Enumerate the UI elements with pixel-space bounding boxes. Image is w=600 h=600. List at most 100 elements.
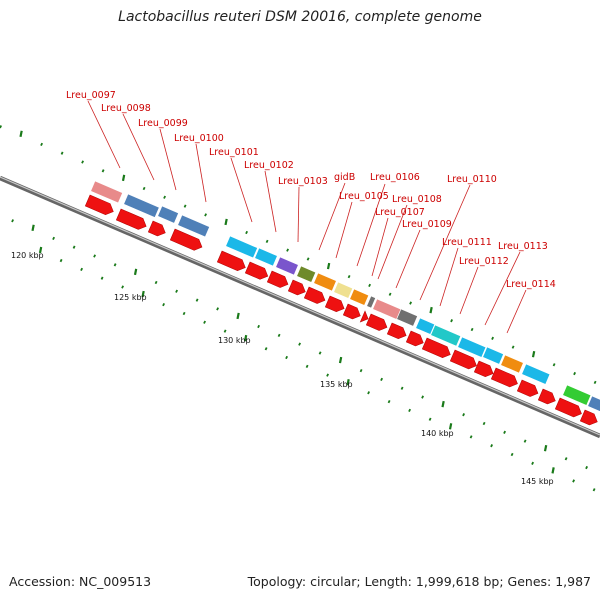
gene-box-16: [457, 336, 487, 358]
leader-line-16: [484, 251, 521, 326]
tick-mark-42: [257, 324, 261, 329]
kbp-label-135: 135 kbp: [320, 380, 353, 389]
tick-mark-37: [154, 280, 158, 285]
tick-mark-54: [503, 430, 507, 434]
gene-box-7: [296, 265, 317, 283]
cds-arrow-22: [579, 409, 598, 426]
tick-mark-51: [441, 400, 445, 408]
tick-mark-55: [523, 439, 527, 443]
kbp-label-140: 140 kbp: [421, 429, 454, 438]
gene-label-lreu0099: Lreu_0099: [138, 118, 188, 129]
tick-mark-33: [72, 245, 76, 249]
gene-label-lreu0103: Lreu_0103: [278, 176, 328, 187]
label-leader-lines: [87, 100, 527, 334]
cds-arrow-9: [324, 295, 345, 313]
gene-box-3: [177, 214, 210, 238]
gene-label-lreu0097: Lreu_0097: [66, 90, 116, 101]
gene-box-10: [349, 288, 370, 306]
gene-box-13: [396, 308, 418, 327]
cds-arrow-11: [359, 310, 369, 323]
leader-line-0: [87, 100, 121, 169]
leader-line-8: [335, 201, 353, 259]
gene-features: [90, 180, 600, 413]
cds-arrows: [84, 194, 598, 426]
gene-box-1: [123, 193, 160, 218]
gene-label-lreu0107: Lreu_0107: [375, 207, 425, 218]
tick-mark-80: [469, 435, 473, 439]
tick-mark-0: [0, 125, 3, 129]
tick-mark-36: [133, 268, 138, 276]
tick-mark-14: [286, 248, 290, 252]
tick-mark-86: [592, 488, 596, 492]
tick-mark-8: [163, 195, 167, 199]
tick-mark-73: [326, 373, 330, 377]
cds-arrow-19: [516, 379, 539, 397]
tick-mark-62: [100, 276, 104, 280]
leader-line-5: [264, 170, 277, 233]
scale-ticks: [0, 125, 597, 492]
tick-mark-48: [380, 377, 384, 382]
gene-label-lreu0102: Lreu_0102: [244, 160, 294, 171]
gene-label-lreu0101: Lreu_0101: [209, 147, 259, 158]
tick-mark-75: [367, 391, 371, 395]
tick-mark-47: [359, 368, 363, 373]
gene-box-0: [90, 180, 123, 204]
kbp-label-145: 145 kbp: [521, 477, 554, 486]
tick-mark-58: [585, 465, 589, 470]
tick-mark-60: [59, 258, 63, 263]
gene-label-lreu0109: Lreu_0109: [402, 219, 452, 230]
tick-mark-23: [470, 327, 474, 332]
tick-mark-12: [245, 230, 249, 235]
tick-mark-69: [243, 334, 248, 342]
tick-mark-65: [162, 303, 166, 307]
tick-mark-71: [285, 355, 289, 360]
tick-mark-83: [531, 461, 535, 465]
tick-mark-76: [387, 399, 391, 404]
kbp-label-125: 125 kbp: [114, 293, 147, 302]
tick-mark-27: [552, 363, 556, 367]
gene-box-11: [366, 295, 376, 309]
leader-line-11: [377, 204, 408, 280]
tick-mark-52: [462, 413, 466, 417]
tick-mark-35: [113, 263, 117, 267]
tick-mark-85: [572, 479, 576, 483]
backbone: [0, 175, 600, 439]
gene-box-8: [313, 272, 337, 292]
tick-mark-74: [346, 379, 350, 386]
tick-mark-43: [277, 333, 281, 337]
tick-mark-21: [429, 306, 433, 314]
tick-mark-2: [40, 142, 44, 147]
tick-mark-78: [428, 417, 432, 421]
gene-box-5: [254, 247, 278, 267]
gene-box-18: [500, 354, 524, 374]
cds-arrow-3: [169, 228, 203, 251]
leader-line-14: [439, 247, 459, 307]
leader-line-1: [122, 113, 155, 181]
tick-mark-41: [236, 312, 240, 320]
gene-label-lreu0105: Lreu_0105: [339, 191, 389, 202]
tick-mark-67: [203, 320, 207, 324]
tick-mark-11: [224, 218, 228, 226]
cds-arrow-13: [386, 322, 407, 340]
tick-mark-5: [101, 169, 105, 173]
cds-arrow-2: [147, 220, 166, 237]
tick-mark-19: [388, 292, 392, 296]
gene-box-20: [562, 384, 592, 406]
tick-mark-13: [265, 239, 269, 243]
tick-mark-50: [421, 395, 425, 399]
tick-mark-31: [31, 224, 35, 232]
gene-label-lreu0100: Lreu_0100: [174, 133, 224, 144]
tick-mark-20: [409, 301, 413, 305]
gene-box-17: [482, 346, 504, 365]
tick-mark-38: [175, 289, 179, 293]
gene-label-lreu0106: Lreu_0106: [370, 172, 420, 183]
tick-mark-56: [543, 444, 548, 452]
kbp-label-130: 130 kbp: [218, 336, 251, 345]
tick-mark-39: [195, 298, 199, 302]
gene-box-14: [415, 317, 436, 335]
gene-label-lreu0113: Lreu_0113: [498, 241, 548, 252]
gene-label-lreu0108: Lreu_0108: [392, 194, 442, 205]
accession-text: Accession: NC_009513: [9, 574, 152, 589]
